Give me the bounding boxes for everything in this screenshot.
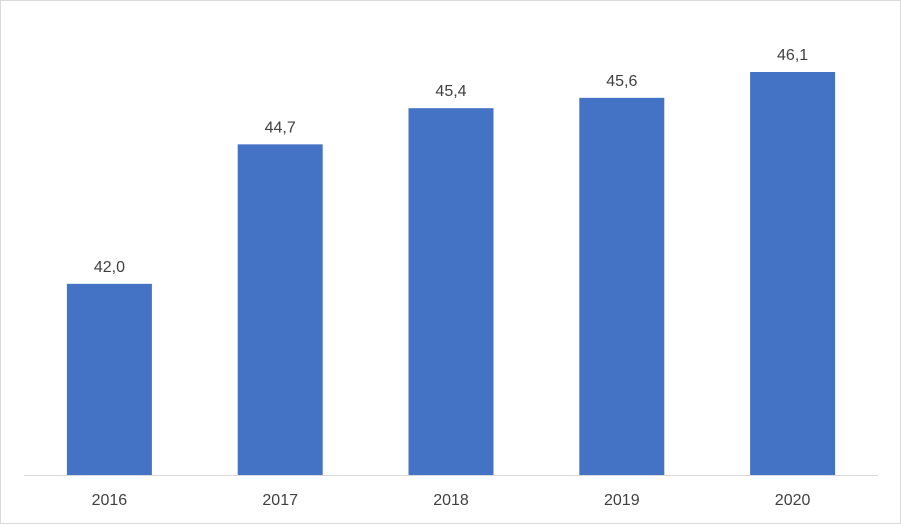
data-label-2020: 46,1 xyxy=(777,47,808,64)
bar-2016 xyxy=(66,283,152,475)
x-tick-label-2017: 2017 xyxy=(262,492,298,509)
x-tick-label-2016: 2016 xyxy=(92,492,128,509)
bar-2017 xyxy=(237,144,323,476)
data-label-2019: 45,6 xyxy=(606,73,637,90)
bar-2019 xyxy=(579,97,665,475)
x-tick-label-2020: 2020 xyxy=(775,492,811,509)
x-tick-label-2018: 2018 xyxy=(433,492,469,509)
bar-2018 xyxy=(408,108,494,476)
x-tick-label-2019: 2019 xyxy=(604,492,640,509)
bar-2020 xyxy=(750,72,836,475)
x-tick-labels-group: 2016 2017 2018 2019 2020 xyxy=(92,492,811,509)
data-label-2018: 45,4 xyxy=(435,83,466,100)
bars-group xyxy=(66,72,836,476)
data-label-2016: 42,0 xyxy=(94,259,125,276)
data-label-2017: 44,7 xyxy=(265,119,296,136)
value-labels-group: 42,0 44,7 45,4 45,6 46,1 xyxy=(94,47,808,276)
